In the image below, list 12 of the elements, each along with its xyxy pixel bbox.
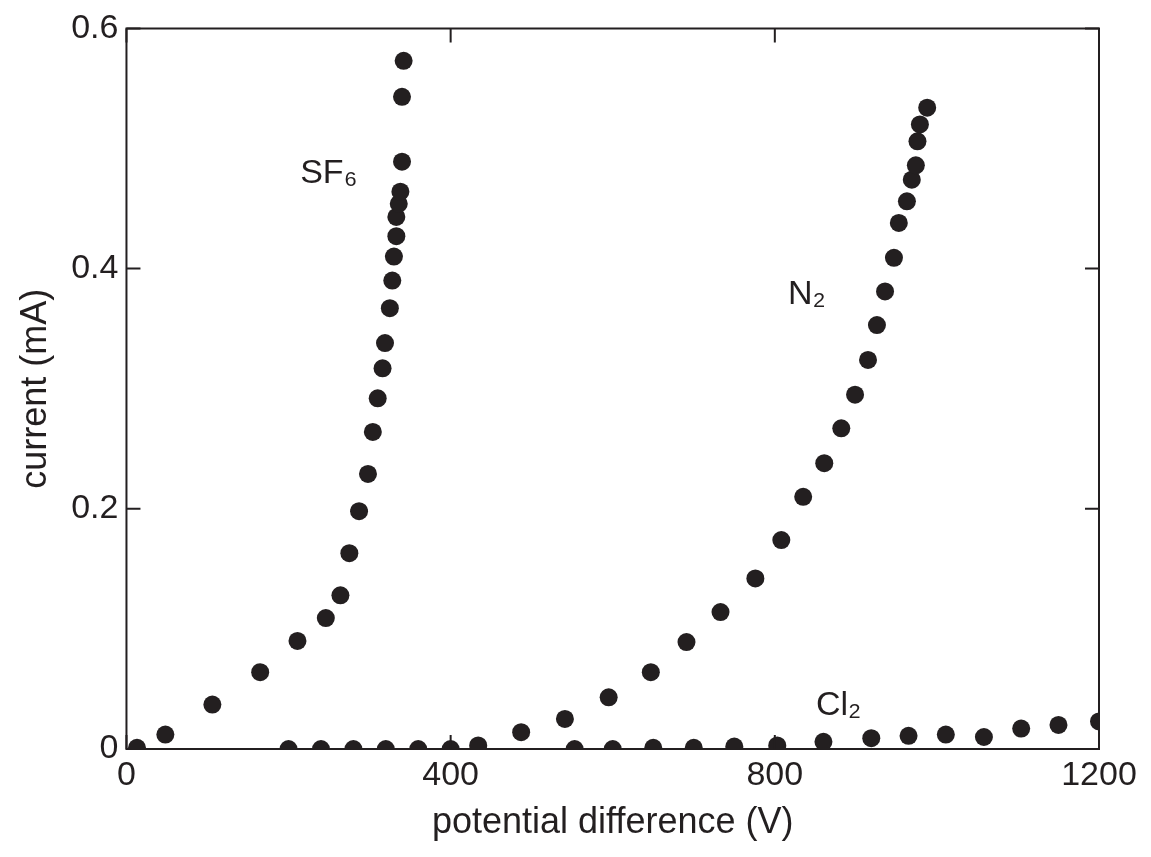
x-tick-label: 1200	[1061, 753, 1137, 792]
y-tick-label: 0.6	[71, 6, 119, 45]
y-tick-label: 0.2	[71, 487, 119, 526]
annotation: Cl₂	[815, 684, 862, 723]
annotation: SF₆	[300, 152, 358, 191]
y-axis-title: current (mA)	[12, 288, 54, 489]
x-axis-title: potential difference (V)	[431, 800, 794, 842]
x-tick-label: 800	[746, 753, 804, 792]
y-tick-label: 0	[99, 727, 119, 766]
x-tick-label: 400	[422, 753, 480, 792]
y-tick-label: 0.4	[71, 246, 119, 285]
annotation: N₂	[788, 273, 826, 312]
